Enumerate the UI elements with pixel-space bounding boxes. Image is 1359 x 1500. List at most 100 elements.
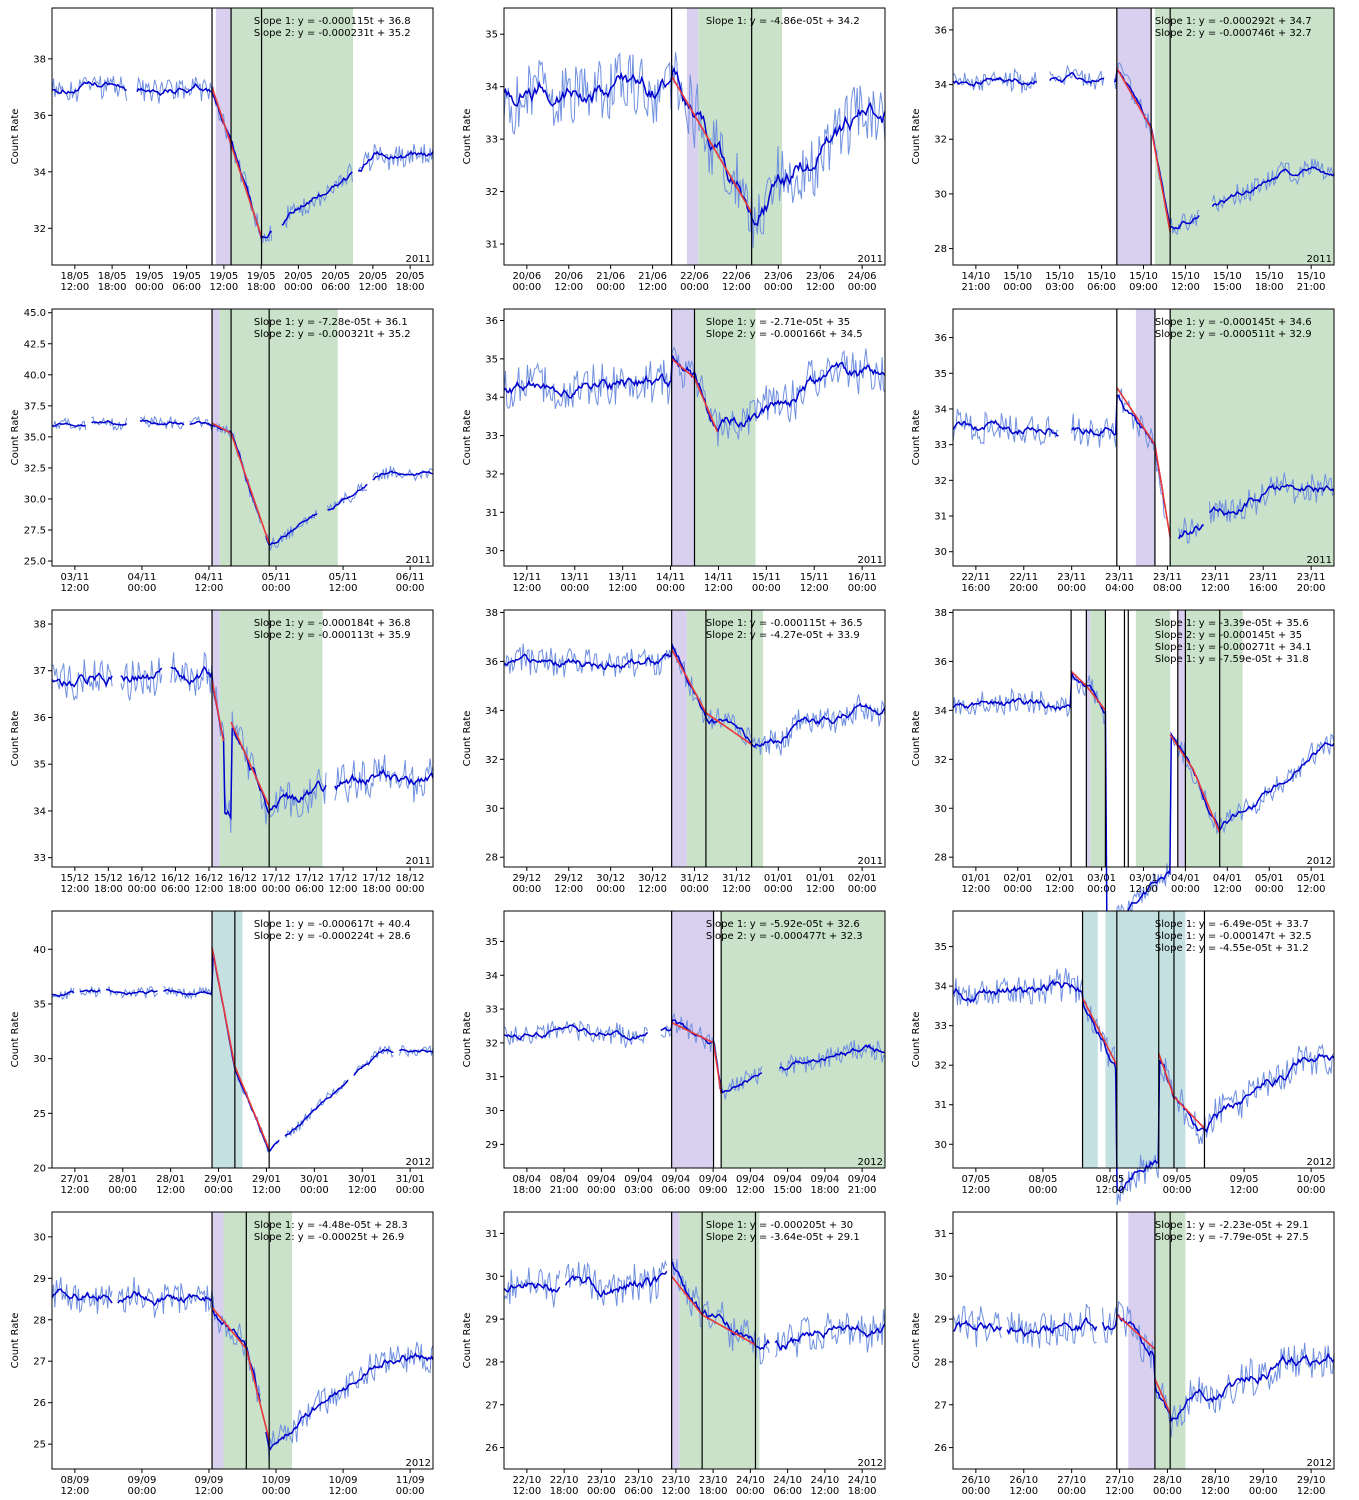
x-tick-label: 23/10 00:00	[587, 1475, 616, 1497]
y-tick-label: 37.5	[24, 401, 46, 412]
x-tick-label: 20/05 00:00	[284, 271, 313, 293]
event-band-green	[231, 8, 353, 265]
fit-slope-line	[712, 1042, 722, 1094]
x-tick-label: 06/11 00:00	[396, 572, 425, 594]
y-tick-label: 30	[934, 189, 947, 200]
x-tick-label: 04/11 00:00	[128, 572, 157, 594]
y-axis-label: Count Rate	[462, 711, 473, 767]
x-tick-label: 02/01 12:00	[1045, 873, 1074, 895]
event-band-green	[1154, 8, 1334, 265]
axes-frame	[51, 308, 434, 567]
y-tick-label: 33	[33, 853, 46, 864]
year-label: 2012	[1307, 1157, 1332, 1168]
x-tick-label: 15/10 00:00	[1003, 271, 1032, 293]
slope-annotation: Slope 1: y = -0.000271t + 34.1	[1155, 642, 1312, 653]
x-tick-label: 02/01 00:00	[848, 873, 877, 895]
year-label: 2012	[406, 1458, 431, 1469]
x-tick-label: 26/10 00:00	[961, 1475, 990, 1497]
y-tick-label: 28	[485, 1357, 498, 1368]
y-tick-label: 25.0	[24, 557, 46, 568]
y-tick-label: 34	[934, 404, 947, 415]
x-tick-label: 19/05 06:00	[172, 271, 201, 293]
x-tick-label: 09/04 03:00	[624, 1174, 653, 1196]
x-tick-label: 09/04 15:00	[773, 1174, 802, 1196]
x-tick-label: 08/04 21:00	[550, 1174, 579, 1196]
event-band-green	[219, 309, 338, 566]
chart-panel-10: 20 25 30 35 40 27/01 12:00 28/01 00:00 28/01 12:00…	[10, 910, 434, 1196]
y-tick-label: 38	[33, 54, 46, 65]
event-band-green	[219, 610, 323, 867]
y-tick-label: 30	[934, 1272, 947, 1283]
chart-panel-11: 29 30 31 32 33 34 35 08/04 18:00 08/04 21:00 09/04 0…	[462, 910, 886, 1196]
fit-slope-line	[245, 1348, 270, 1441]
x-tick-label: 22/10 12:00	[512, 1475, 541, 1497]
x-tick-label: 17/12 00:00	[262, 873, 291, 895]
fit-slope-line	[705, 712, 753, 746]
axes-frame	[952, 1211, 1335, 1470]
chart-panel-2: 31 32 33 34 35 20/06 00:00 20/06 12:00 21/06 00:00…	[462, 7, 886, 293]
y-axis-label: Count Rate	[10, 410, 21, 466]
y-tick-label: 32	[33, 224, 46, 235]
x-tick-label: 15/10 06:00	[1087, 271, 1116, 293]
x-tick-label: 04/01 00:00	[1171, 873, 1200, 895]
event-band-purple	[1116, 8, 1152, 265]
x-tick-label: 16/12 18:00	[228, 873, 257, 895]
y-tick-label: 34	[934, 982, 947, 993]
x-tick-label: 05/01 12:00	[1297, 873, 1326, 895]
event-band-purple	[212, 309, 220, 566]
x-tick-label: 19/05 12:00	[209, 271, 238, 293]
fit-slope-line	[234, 1065, 270, 1150]
event-band-purple	[212, 1212, 224, 1469]
y-tick-label: 33	[485, 135, 498, 146]
x-tick-label: 23/06 00:00	[764, 271, 793, 293]
x-tick-label: 28/01 00:00	[108, 1174, 137, 1196]
x-tick-label: 22/11 20:00	[1009, 572, 1038, 594]
slope-annotation: Slope 1: y = -0.000205t + 30	[706, 1220, 853, 1231]
y-axis-label: Count Rate	[911, 410, 922, 466]
fit-slope-line	[1154, 444, 1171, 538]
fit-slope-line	[1169, 734, 1194, 770]
y-tick-label: 35.0	[24, 432, 46, 443]
y-tick-label: 36	[934, 333, 947, 344]
x-tick-label: 24/10 00:00	[736, 1475, 765, 1497]
x-tick-label: 28/01 12:00	[156, 1174, 185, 1196]
x-tick-label: 07/05 12:00	[961, 1174, 990, 1196]
x-tick-label: 27/10 00:00	[1057, 1475, 1086, 1497]
year-label: 2011	[858, 254, 883, 265]
x-tick-label: 23/11 04:00	[1105, 572, 1134, 594]
fit-slope-line	[211, 679, 225, 741]
smoothed-count-series	[952, 1313, 1335, 1423]
y-tick-label: 28	[33, 1315, 46, 1326]
y-tick-label: 32	[934, 135, 947, 146]
event-band-purple	[1135, 309, 1155, 566]
x-tick-label: 10/09 00:00	[262, 1475, 291, 1497]
slope-annotation: Slope 1: y = -0.000147t + 32.5	[1155, 931, 1312, 942]
x-tick-label: 02/01 00:00	[1003, 873, 1032, 895]
event-band-purple	[215, 8, 232, 265]
smoothed-count-series	[952, 672, 1335, 930]
year-label: 2011	[406, 254, 431, 265]
slope-annotation: Slope 2: y = -0.000166t + 34.5	[706, 329, 863, 340]
fit-slope-line	[230, 432, 270, 544]
slope-annotation: Slope 1: y = -4.48e-05t + 28.3	[254, 1220, 408, 1231]
x-tick-label: 24/10 12:00	[810, 1475, 839, 1497]
y-tick-label: 34	[33, 806, 46, 817]
y-tick-label: 20	[33, 1164, 46, 1175]
slope-annotation: Slope 1: y = -2.23e-05t + 29.1	[1155, 1220, 1309, 1231]
x-tick-label: 24/06 00:00	[848, 271, 877, 293]
x-tick-label: 20/05 06:00	[321, 271, 350, 293]
axes-frame	[51, 1211, 434, 1470]
x-tick-label: 15/12 18:00	[94, 873, 123, 895]
axes-frame	[952, 910, 1335, 1169]
slope-annotation: Slope 1: y = -0.000115t + 36.8	[254, 16, 411, 27]
x-tick-label: 15/12 12:00	[60, 873, 89, 895]
x-tick-label: 12/11 12:00	[512, 572, 541, 594]
y-tick-label: 40.0	[24, 370, 46, 381]
fit-slope-line	[211, 1306, 247, 1350]
year-label: 2011	[1307, 254, 1332, 265]
y-tick-label: 30	[33, 1232, 46, 1243]
x-tick-label: 17/12 12:00	[329, 873, 358, 895]
year-label: 2012	[858, 1458, 883, 1469]
x-tick-label: 23/11 00:00	[1057, 572, 1086, 594]
x-tick-label: 09/04 21:00	[848, 1174, 877, 1196]
